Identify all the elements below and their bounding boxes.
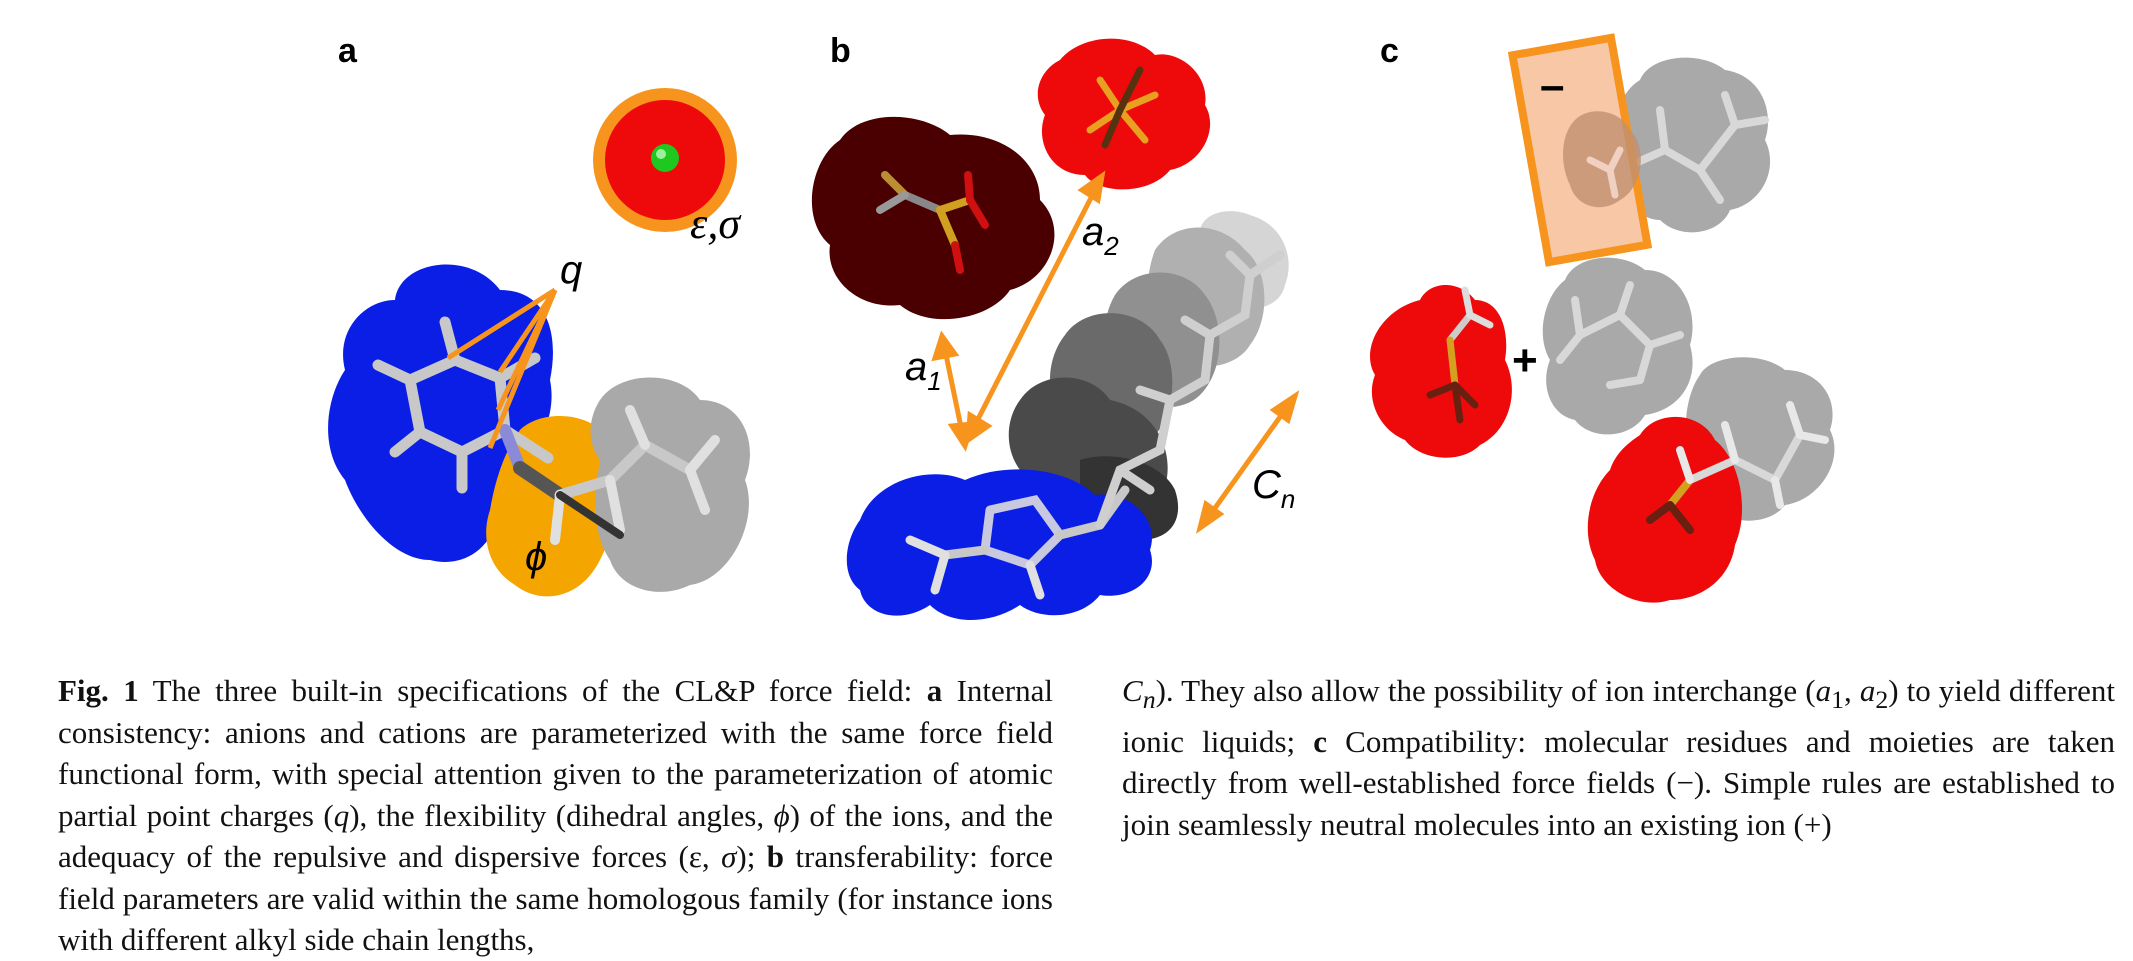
caption-phi: ϕ (773, 797, 790, 833)
combined-ion (1587, 357, 1835, 603)
charge-label: q (560, 248, 582, 292)
caption-a2-base: a (1859, 673, 1876, 708)
caption-right-column: Cn). They also allow the possibility of … (1122, 670, 2115, 845)
lj-sphere (593, 88, 737, 232)
figure-number: Fig. 1 (58, 673, 139, 708)
caption-left-column: Fig. 1 The three built-in specifications… (58, 670, 1053, 961)
residue-highlight-box (1507, 33, 1653, 267)
caption-label-b: b (766, 839, 784, 874)
caption-paragraph: Fig. 1 The three built-in specifications… (58, 670, 1053, 961)
caption-text-b3: ) to yield different ionic liquids; (1122, 673, 2115, 759)
propyl-middle (1542, 257, 1693, 435)
caption-q: q (333, 797, 350, 833)
lj-params-label: ε,σ (690, 199, 742, 248)
caption-sigma: σ (721, 839, 737, 874)
plus-label: + (1512, 336, 1538, 385)
red-anion-top (1037, 38, 1211, 190)
minus-label: – (1540, 61, 1564, 110)
caption-text-a2: ), the flexibility (dihedral angles, (349, 797, 774, 833)
transfer-arrows (931, 170, 1300, 534)
caption-cn-base: C (1122, 673, 1143, 708)
dihedral-label: ϕ (525, 535, 547, 579)
caption-text-a3: ) of the ions, and the adequacy of the r… (58, 797, 1053, 875)
alkyl-chain-sticks (1095, 250, 1285, 530)
caption-comma: , (1844, 673, 1860, 708)
cn-label: Cn (1252, 463, 1295, 514)
propyl-top (1614, 57, 1771, 233)
caption-a2-sub: 2 (1875, 685, 1889, 715)
caption-paragraph-continued: Cn). They also allow the possibility of … (1122, 670, 2115, 845)
imidazolium-cation (846, 469, 1152, 620)
dark-anion (811, 116, 1055, 320)
caption-text-a4: ); (736, 839, 767, 874)
figure-illustration: a ε,σ (328, 32, 1835, 620)
panel-label-c: c (1380, 32, 1399, 70)
caption-label-a: a (926, 673, 943, 708)
caption-intro: The three built-in specifications of the… (138, 673, 927, 708)
red-anion-left (1370, 285, 1512, 458)
caption-a1-base: a (1815, 673, 1832, 708)
caption-a1-sub: 1 (1831, 685, 1844, 715)
caption-text-a1: Internal consistency: anions and cations… (58, 673, 1054, 833)
panel-label-b: b (830, 32, 851, 70)
a1-label: a1 (905, 345, 942, 396)
panel-label-a: a (338, 32, 358, 70)
caption-cn-sub: n (1142, 685, 1156, 715)
caption-text-b2: ). They also allow the possibility of io… (1155, 673, 1816, 708)
charge-lines (446, 287, 558, 449)
a2-label: a2 (1082, 210, 1119, 261)
caption-text-c: Compatibility: molecular residues and mo… (1122, 723, 2115, 842)
caption-label-c: c (1313, 723, 1328, 759)
